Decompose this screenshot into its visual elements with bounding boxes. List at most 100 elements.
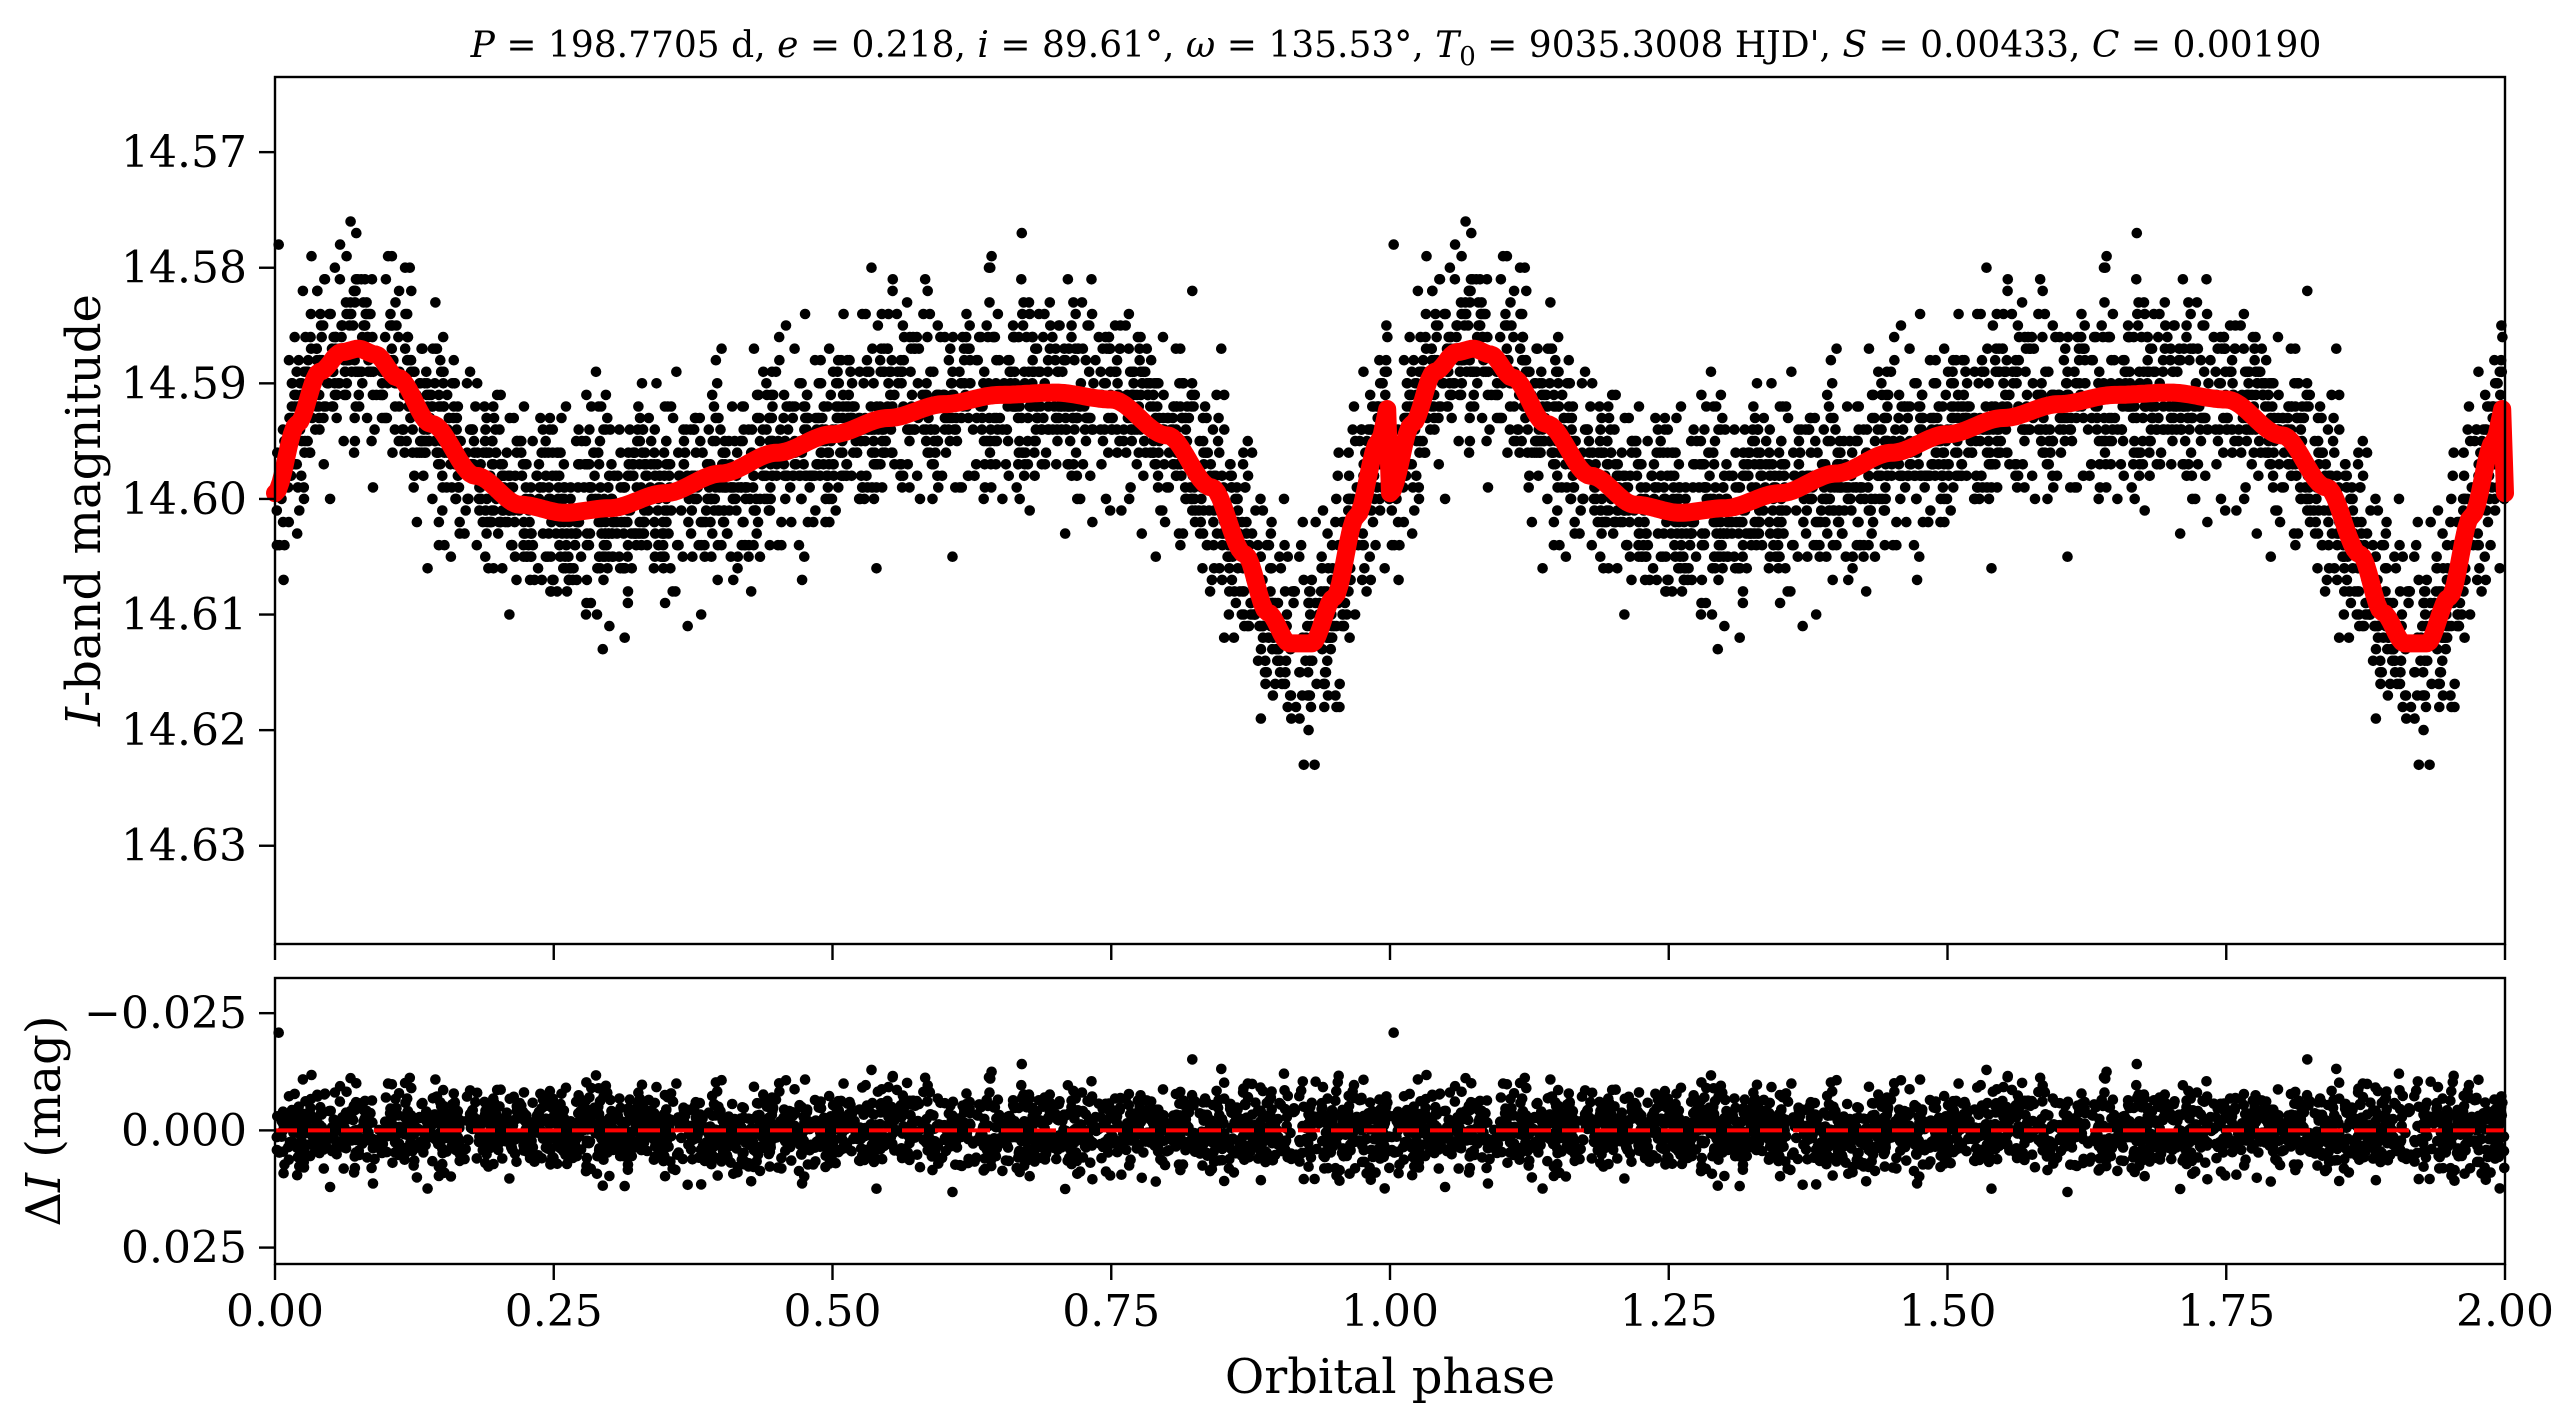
data-point (573, 424, 584, 435)
data-point (1508, 331, 1519, 343)
data-point (854, 366, 865, 378)
data-point (352, 274, 364, 285)
data-point (919, 274, 931, 285)
data-point (2344, 586, 2355, 597)
data-point (960, 331, 972, 343)
data-point (1085, 470, 1096, 482)
data-point (1751, 539, 1762, 551)
data-point (1439, 493, 1451, 505)
data-point (1802, 551, 1813, 562)
data-point (1733, 528, 1744, 539)
data-point (796, 493, 807, 505)
data-point (1309, 759, 1320, 771)
data-point (1280, 655, 1292, 667)
data-point (504, 412, 516, 424)
data-point (2220, 366, 2231, 378)
data-point (1238, 447, 1249, 459)
data-point (2473, 366, 2484, 378)
data-point (1612, 563, 1623, 574)
data-point (377, 389, 389, 401)
data-point (925, 424, 936, 435)
residual-point (682, 1179, 693, 1191)
data-point (1962, 401, 1974, 412)
data-point (474, 505, 485, 516)
data-point (2169, 320, 2180, 331)
residual-point (997, 1165, 1008, 1177)
data-point (732, 551, 744, 562)
data-point (2397, 701, 2408, 713)
data-point (480, 551, 491, 562)
data-point (1275, 563, 1287, 574)
data-point (1305, 701, 1317, 713)
data-point (871, 563, 882, 574)
data-point (1893, 412, 1904, 424)
data-point (1821, 551, 1832, 562)
data-point (2301, 401, 2312, 412)
data-point (2078, 412, 2089, 424)
data-point (1466, 227, 1477, 239)
data-point (1764, 447, 1775, 459)
data-point (2374, 667, 2386, 678)
data-point (780, 320, 792, 331)
data-point (329, 262, 341, 274)
data-point (1639, 516, 1650, 528)
data-point (602, 412, 613, 424)
data-point (1216, 343, 1227, 355)
data-point (520, 482, 532, 493)
data-point (1858, 551, 1869, 562)
data-point (784, 482, 796, 493)
data-point (1175, 539, 1186, 551)
data-point (1495, 274, 1507, 285)
data-point (884, 366, 895, 378)
data-point (1533, 470, 1544, 482)
data-point (324, 493, 336, 505)
data-point (1983, 493, 1995, 505)
data-point (1891, 516, 1902, 528)
data-point (2404, 586, 2415, 597)
data-point (1810, 609, 1822, 620)
data-point (1553, 378, 1564, 389)
data-point (1123, 308, 1135, 320)
data-point (2265, 459, 2277, 470)
data-point (1194, 435, 1205, 447)
data-point (1380, 389, 1391, 401)
data-point (2418, 724, 2429, 736)
data-point (1080, 354, 1092, 366)
data-point (1072, 493, 1083, 505)
data-point (886, 354, 898, 366)
data-point (537, 528, 549, 539)
data-point (2290, 539, 2301, 551)
data-point (1331, 493, 1342, 505)
data-point (561, 586, 573, 597)
data-point (1793, 435, 1805, 447)
data-point (2341, 574, 2353, 586)
data-point (435, 354, 446, 366)
data-point (1524, 470, 1535, 482)
data-point (1282, 551, 1294, 562)
data-point (1029, 447, 1040, 459)
data-point (438, 378, 449, 389)
data-point (2489, 378, 2501, 389)
data-point (2149, 366, 2161, 378)
data-point (671, 366, 682, 378)
data-point (593, 551, 605, 562)
data-point (1364, 389, 1376, 401)
data-point (1993, 343, 2005, 355)
data-point (812, 412, 824, 424)
data-point (2219, 505, 2231, 516)
data-point (1150, 459, 1162, 470)
data-point (990, 459, 1002, 470)
data-point (780, 470, 791, 482)
data-point (753, 389, 764, 401)
data-point (921, 378, 932, 389)
data-point (806, 470, 817, 482)
data-point (868, 435, 879, 447)
data-point (1242, 435, 1254, 447)
data-point (1414, 447, 1425, 459)
data-point (1090, 354, 1101, 366)
data-point (1279, 586, 1291, 597)
data-point (988, 331, 1000, 343)
data-point (1319, 701, 1330, 713)
data-point (2010, 366, 2021, 378)
